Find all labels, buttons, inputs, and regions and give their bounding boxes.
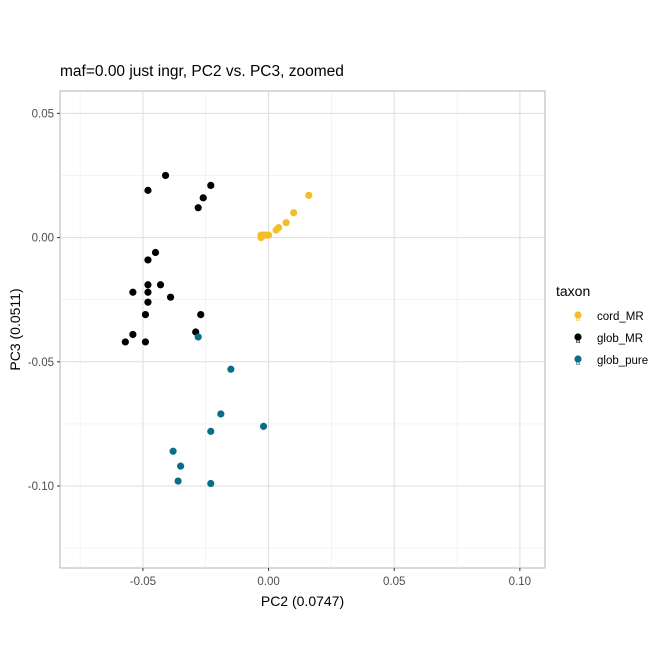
point-glob-mr [199,194,207,202]
point-glob-pure [207,479,215,488]
point-glob-mr [161,171,170,180]
point-glob-mr [144,288,152,296]
point-glob-mr [144,298,152,306]
point-cord-mr [290,209,298,217]
x-tick-label: 0.05 [383,576,405,588]
legend-label-cord-mr: cord_MR [597,311,644,323]
chart-title: maf=0.00 just ingr, PC2 vs. PC3, zoomed [60,63,344,80]
point-glob-mr [129,288,137,296]
legend-key-glyph: a [576,314,581,323]
point-cord-mr [282,219,290,227]
point-glob-pure [207,427,215,435]
point-glob-mr [156,281,165,289]
x-tick-label: 0.00 [257,576,279,588]
y-tick-label: -0.10 [28,481,54,493]
point-cord-mr [272,226,280,234]
x-axis-title: PC2 (0.0747) [261,593,344,609]
point-glob-pure [259,422,268,430]
legend-key-glyph: a [576,358,581,367]
point-glob-mr [194,204,202,212]
point-glob-mr [197,310,205,319]
point-glob-pure [194,333,202,341]
y-tick-label: 0.00 [32,233,54,245]
grid-minor [60,91,545,568]
point-glob-mr [141,310,150,319]
grid-major [60,91,545,568]
point-glob-pure [174,477,182,485]
y-tick-label: 0.05 [32,108,54,120]
legend-title: taxon [556,283,590,299]
x-axis-ticks: -0.05 0.00 0.05 0.10 [130,568,531,588]
point-glob-mr [207,181,215,190]
point-glob-pure [177,462,185,470]
point-cord-mr [305,191,313,199]
point-glob-mr [144,256,152,264]
point-glob-mr [144,281,152,289]
point-glob-mr [144,186,152,194]
x-tick-label: -0.05 [130,576,156,588]
point-glob-mr [151,248,160,257]
y-axis-ticks: -0.10 -0.05 0.00 0.05 [28,108,60,493]
point-glob-mr [141,338,150,346]
legend-label-glob-pure: glob_pure [597,355,648,367]
plot-panel [59,90,546,569]
legend: taxon a cord_MRa glob_MRa glob_pure [556,283,648,367]
y-axis-title: PC3 (0.0511) [7,288,23,370]
legend-key-glob-pure [574,355,582,363]
point-glob-mr [129,330,137,339]
data-points [121,171,313,488]
point-glob-pure [217,410,225,418]
point-cord-mr [257,231,265,239]
point-glob-mr [121,338,129,346]
point-glob-pure [227,365,235,373]
point-glob-mr [166,293,175,301]
legend-key-cord-mr [574,311,582,319]
point-glob-pure [169,447,177,455]
x-tick-label: 0.10 [509,576,531,588]
y-tick-label: -0.05 [28,357,54,369]
legend-key-glob-mr [574,333,582,341]
legend-key-glyph: a [576,336,581,345]
legend-label-glob-mr: glob_MR [597,333,643,345]
